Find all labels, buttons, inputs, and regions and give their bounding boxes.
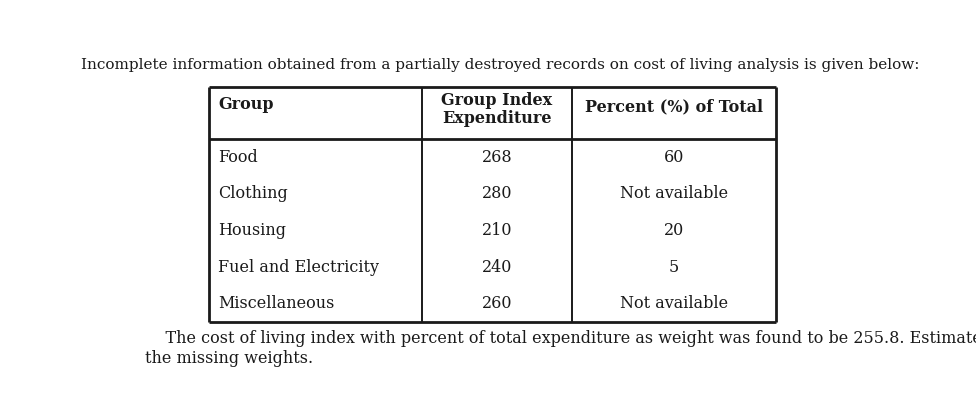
Text: 20: 20 — [664, 222, 684, 239]
Text: Group Index: Group Index — [441, 92, 552, 109]
Text: Fuel and Electricity: Fuel and Electricity — [218, 259, 379, 275]
Text: Not available: Not available — [620, 295, 728, 312]
Text: 5: 5 — [669, 259, 679, 275]
Text: 60: 60 — [664, 149, 684, 166]
Text: 268: 268 — [481, 149, 512, 166]
Text: Group: Group — [218, 97, 273, 113]
Text: 240: 240 — [482, 259, 512, 275]
Text: 260: 260 — [481, 295, 512, 312]
Text: Housing: Housing — [218, 222, 286, 239]
Text: 280: 280 — [481, 185, 512, 202]
Text: Miscellaneous: Miscellaneous — [218, 295, 335, 312]
Text: 210: 210 — [481, 222, 512, 239]
Text: Incomplete information obtained from a partially destroyed records on cost of li: Incomplete information obtained from a p… — [81, 58, 919, 72]
Text: Expenditure: Expenditure — [442, 110, 551, 127]
Text: Not available: Not available — [620, 185, 728, 202]
Text: Food: Food — [218, 149, 258, 166]
Text: Clothing: Clothing — [218, 185, 288, 202]
Text: Percent (%) of Total: Percent (%) of Total — [586, 98, 763, 115]
Text: The cost of living index with percent of total expenditure as weight was found t: The cost of living index with percent of… — [144, 330, 976, 367]
